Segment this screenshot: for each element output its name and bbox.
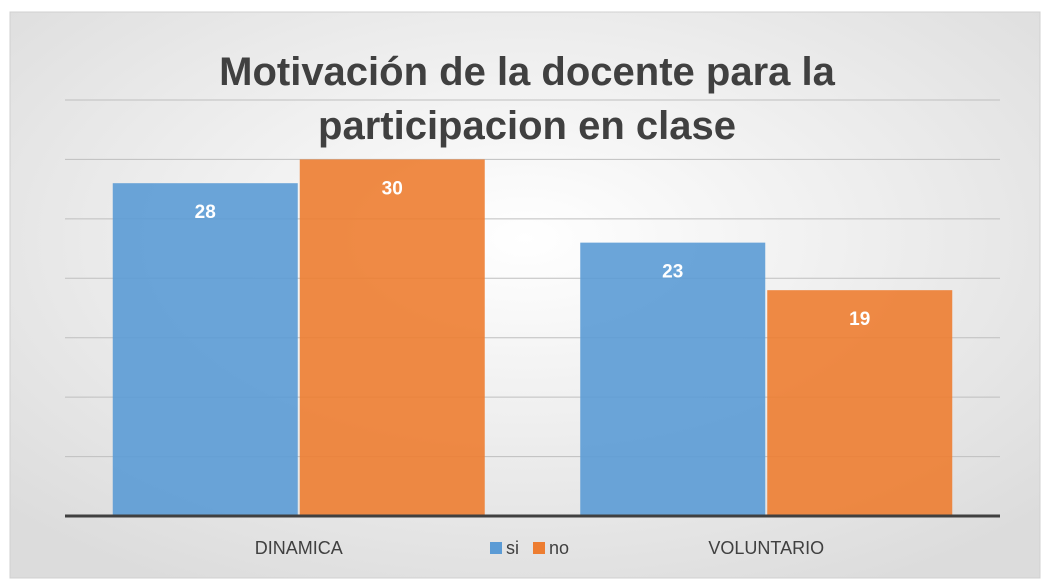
data-label: 28 <box>195 202 216 223</box>
data-label: 19 <box>849 309 870 330</box>
x-tick-label: VOLUNTARIO <box>708 538 824 558</box>
bar <box>112 183 298 516</box>
bar <box>767 290 953 516</box>
bars <box>112 159 953 516</box>
bar <box>580 242 766 516</box>
x-tick-label: DINAMICA <box>255 538 343 558</box>
legend-swatch <box>490 542 502 554</box>
legend-label: no <box>549 538 569 558</box>
legend-label: si <box>506 538 519 558</box>
data-label: 23 <box>662 262 683 283</box>
bar <box>299 159 485 516</box>
chart-title: Motivación de la docente para la particip… <box>219 50 835 148</box>
legend-swatch <box>533 542 545 554</box>
data-label: 30 <box>382 178 403 199</box>
